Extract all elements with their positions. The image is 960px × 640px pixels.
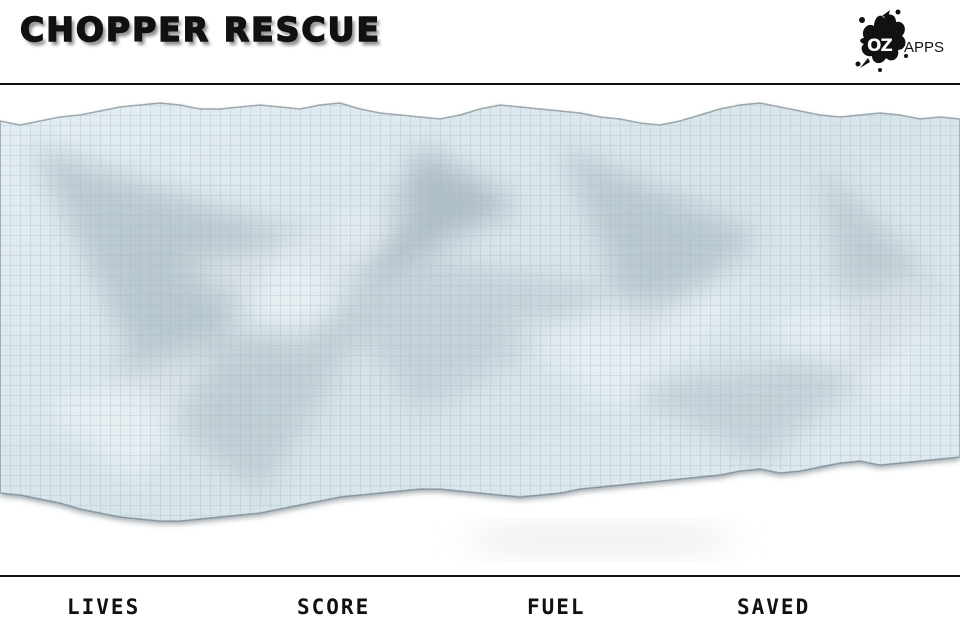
score-label: SCORE <box>297 595 371 619</box>
splat-logo-icon <box>855 9 908 72</box>
header-divider <box>0 83 960 85</box>
logo-suffix-text: APPS <box>904 39 945 56</box>
graph-paper-background <box>0 85 960 576</box>
logo-brand-text: OZ <box>867 36 893 56</box>
footer-divider <box>0 575 960 577</box>
game-header: CHOPPER RESCUE OZ APPS <box>0 0 960 84</box>
fuel-label: FUEL <box>527 595 586 619</box>
game-title: CHOPPER RESCUE <box>19 9 381 50</box>
hud-bar: LIVES SCORE FUEL SAVED <box>0 577 960 640</box>
game-playfield[interactable] <box>0 85 960 576</box>
saved-label: SAVED <box>737 595 811 619</box>
lives-label: LIVES <box>67 595 141 619</box>
ozapps-logo[interactable]: OZ APPS <box>854 8 954 74</box>
